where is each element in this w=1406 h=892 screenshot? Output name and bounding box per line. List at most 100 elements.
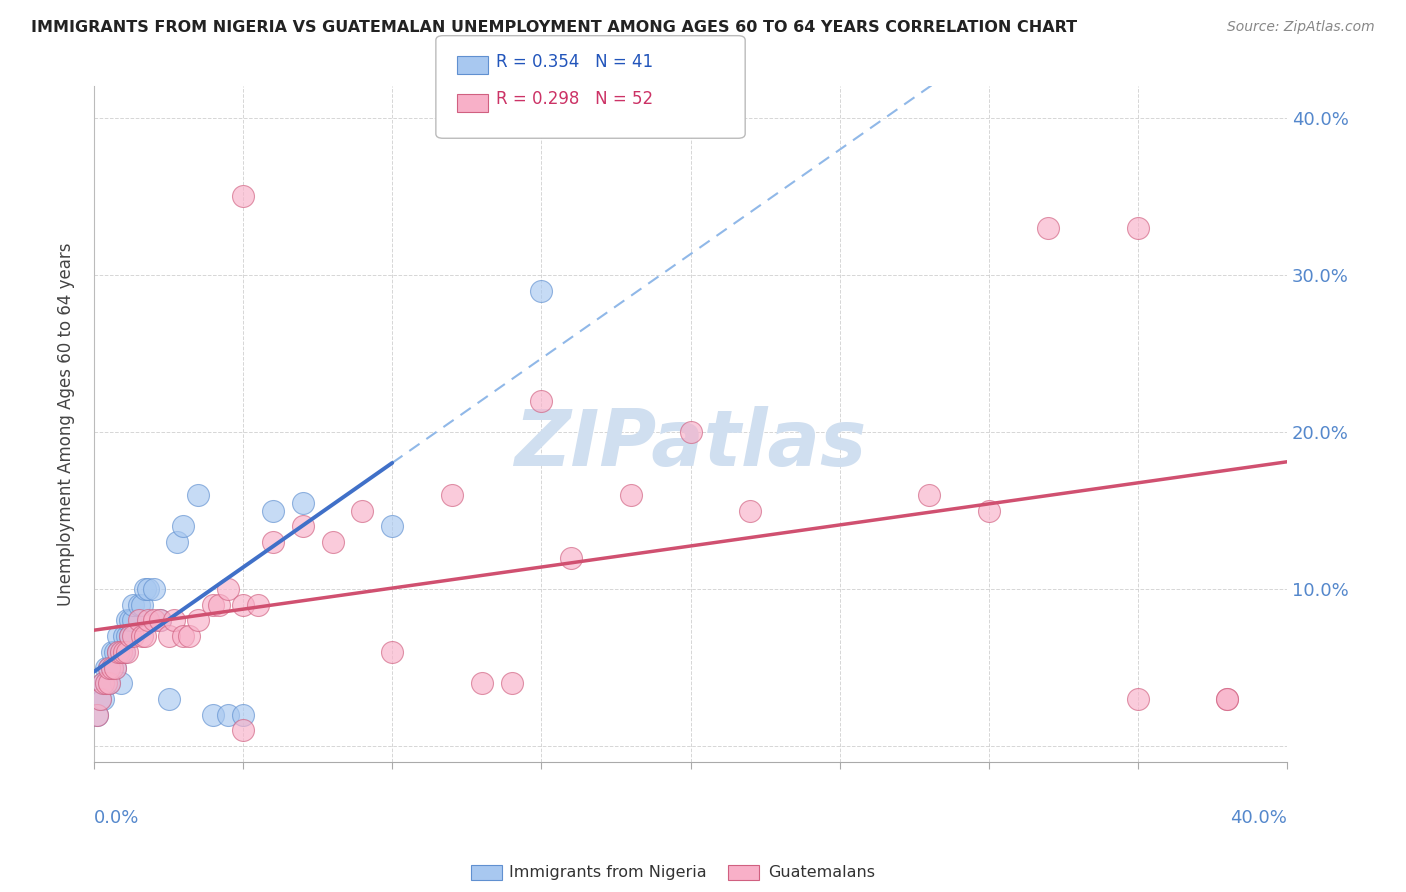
Point bbox=[157, 692, 180, 706]
Point bbox=[322, 535, 344, 549]
Point bbox=[1126, 220, 1149, 235]
Point bbox=[110, 645, 132, 659]
Point bbox=[101, 660, 124, 674]
Text: Source: ZipAtlas.com: Source: ZipAtlas.com bbox=[1227, 20, 1375, 34]
Point bbox=[163, 614, 186, 628]
Point bbox=[1038, 220, 1060, 235]
Point bbox=[262, 535, 284, 549]
Point bbox=[187, 488, 209, 502]
Point bbox=[128, 598, 150, 612]
Point bbox=[128, 614, 150, 628]
Point bbox=[172, 519, 194, 533]
Point bbox=[94, 676, 117, 690]
Point bbox=[107, 629, 129, 643]
Point bbox=[740, 503, 762, 517]
Point bbox=[291, 519, 314, 533]
Point bbox=[112, 629, 135, 643]
Point bbox=[232, 189, 254, 203]
Point bbox=[679, 425, 702, 439]
Text: Immigrants from Nigeria: Immigrants from Nigeria bbox=[509, 865, 707, 880]
Point bbox=[89, 692, 111, 706]
Point bbox=[104, 660, 127, 674]
Point bbox=[89, 692, 111, 706]
Point bbox=[107, 645, 129, 659]
Point bbox=[97, 660, 120, 674]
Point bbox=[121, 598, 143, 612]
Point bbox=[217, 707, 239, 722]
Point bbox=[166, 535, 188, 549]
Point bbox=[115, 614, 138, 628]
Point bbox=[136, 614, 159, 628]
Point bbox=[187, 614, 209, 628]
Point bbox=[246, 598, 269, 612]
Point bbox=[977, 503, 1000, 517]
Point bbox=[148, 614, 170, 628]
Point bbox=[118, 614, 141, 628]
Point bbox=[148, 614, 170, 628]
Point bbox=[91, 676, 114, 690]
Point bbox=[232, 723, 254, 738]
Point bbox=[91, 692, 114, 706]
Point bbox=[94, 660, 117, 674]
Point bbox=[501, 676, 523, 690]
Point bbox=[94, 676, 117, 690]
Point bbox=[142, 614, 165, 628]
Point bbox=[134, 629, 156, 643]
Point bbox=[136, 582, 159, 596]
Point bbox=[115, 629, 138, 643]
Point bbox=[172, 629, 194, 643]
Point bbox=[262, 503, 284, 517]
Point bbox=[97, 676, 120, 690]
Point bbox=[530, 284, 553, 298]
Point bbox=[121, 629, 143, 643]
Point bbox=[91, 676, 114, 690]
Point bbox=[86, 707, 108, 722]
Text: ZIPatlas: ZIPatlas bbox=[515, 407, 866, 483]
Point bbox=[104, 660, 127, 674]
Point bbox=[134, 582, 156, 596]
Point bbox=[179, 629, 201, 643]
Point bbox=[560, 550, 582, 565]
Point bbox=[104, 645, 127, 659]
Text: Guatemalans: Guatemalans bbox=[768, 865, 875, 880]
Point bbox=[1216, 692, 1239, 706]
Point bbox=[291, 496, 314, 510]
Y-axis label: Unemployment Among Ages 60 to 64 years: Unemployment Among Ages 60 to 64 years bbox=[58, 243, 75, 606]
Point bbox=[112, 645, 135, 659]
Point bbox=[381, 645, 404, 659]
Point bbox=[440, 488, 463, 502]
Point bbox=[352, 503, 374, 517]
Point bbox=[620, 488, 643, 502]
Point bbox=[131, 629, 153, 643]
Point bbox=[1216, 692, 1239, 706]
Point bbox=[202, 707, 225, 722]
Point bbox=[118, 629, 141, 643]
Point bbox=[232, 707, 254, 722]
Point bbox=[110, 645, 132, 659]
Point bbox=[530, 393, 553, 408]
Point bbox=[131, 598, 153, 612]
Point bbox=[471, 676, 494, 690]
Point bbox=[112, 645, 135, 659]
Point bbox=[217, 582, 239, 596]
Point bbox=[107, 645, 129, 659]
Point bbox=[118, 629, 141, 643]
Point bbox=[115, 645, 138, 659]
Point bbox=[101, 660, 124, 674]
Point bbox=[157, 629, 180, 643]
Point bbox=[208, 598, 231, 612]
Point bbox=[86, 707, 108, 722]
Point bbox=[121, 614, 143, 628]
Point bbox=[97, 660, 120, 674]
Point bbox=[232, 598, 254, 612]
Point bbox=[142, 582, 165, 596]
Point bbox=[381, 519, 404, 533]
Text: 0.0%: 0.0% bbox=[94, 809, 139, 827]
Point bbox=[202, 598, 225, 612]
Text: R = 0.298   N = 52: R = 0.298 N = 52 bbox=[496, 90, 654, 108]
Text: 40.0%: 40.0% bbox=[1230, 809, 1286, 827]
Point bbox=[918, 488, 941, 502]
Text: IMMIGRANTS FROM NIGERIA VS GUATEMALAN UNEMPLOYMENT AMONG AGES 60 TO 64 YEARS COR: IMMIGRANTS FROM NIGERIA VS GUATEMALAN UN… bbox=[31, 20, 1077, 35]
Point bbox=[1126, 692, 1149, 706]
Point bbox=[110, 676, 132, 690]
